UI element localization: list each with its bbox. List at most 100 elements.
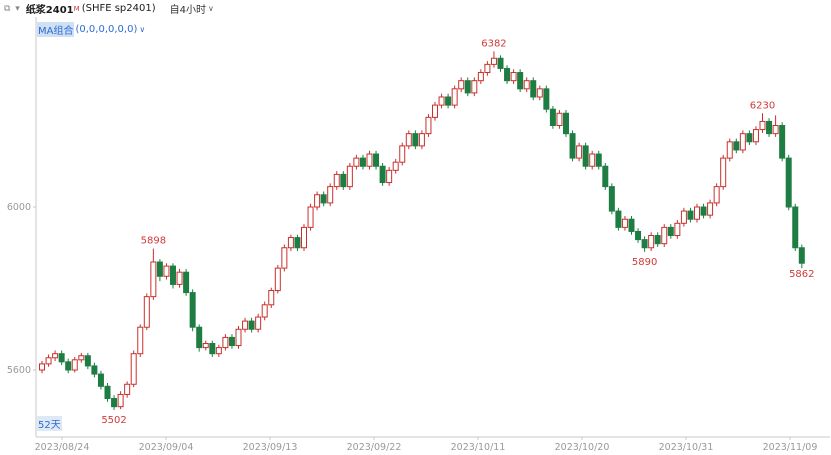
candle-body — [798, 247, 805, 264]
candle-body — [746, 133, 753, 143]
candle-body — [143, 296, 150, 328]
candle-body — [45, 357, 52, 365]
y-axis-label: 6000 — [7, 202, 31, 213]
candle-body — [392, 161, 399, 171]
candle-body — [674, 222, 681, 237]
candle-body — [661, 226, 668, 245]
candle-body — [733, 141, 740, 151]
candle-body — [366, 153, 373, 167]
candle-body — [215, 347, 222, 355]
candle-body — [687, 210, 694, 220]
candle-body — [39, 363, 45, 371]
candle-body — [163, 265, 170, 277]
candle-body — [667, 226, 674, 237]
candle-body — [713, 186, 720, 204]
last-price-label: 5862 — [789, 269, 814, 280]
candle-body — [464, 80, 471, 94]
price-annotation: 5898 — [141, 236, 166, 247]
candle-body — [189, 292, 196, 328]
candle-body — [471, 80, 478, 94]
candle-body — [242, 320, 249, 330]
chevron-down-icon: ∨ — [139, 25, 146, 34]
candle-body — [235, 328, 242, 347]
window-icons[interactable]: ⧉ ▾ — [4, 3, 21, 14]
x-axis-label: 2023/09/22 — [347, 442, 402, 453]
x-axis-label: 2023/11/09 — [763, 442, 818, 453]
candle-body — [792, 206, 799, 249]
candle-body — [84, 355, 91, 367]
candle-body — [97, 373, 104, 387]
price-annotation: 5502 — [101, 415, 126, 426]
candle-body — [248, 320, 255, 330]
x-axis-label: 2023/10/31 — [659, 442, 714, 453]
candle-body — [202, 343, 209, 349]
candle-body — [549, 108, 556, 126]
candle-body — [530, 80, 537, 98]
candle-body — [346, 165, 353, 188]
candle-body — [412, 133, 419, 147]
candle-body — [576, 145, 583, 159]
candle-body — [752, 129, 759, 143]
candle-body — [451, 88, 458, 106]
candle-body — [772, 125, 779, 135]
candle-body — [445, 96, 452, 106]
candle-body — [71, 359, 78, 371]
candle-body — [490, 57, 497, 65]
candle-body — [785, 157, 792, 208]
title-bar: ⧉ ▾ 纸浆2401 M (SHFE sp2401) 自4小时 ∨ — [0, 0, 831, 17]
candle-body — [582, 145, 589, 167]
price-annotation: 6382 — [481, 38, 506, 49]
candle-body — [707, 202, 714, 216]
candle-body — [405, 133, 412, 147]
x-axis-label: 2023/09/13 — [243, 442, 298, 453]
candle-body — [255, 316, 262, 330]
candle-body — [150, 261, 157, 298]
candle-body — [58, 353, 65, 363]
candle-body — [65, 361, 72, 371]
candle-body — [359, 157, 366, 167]
candle-body — [340, 173, 347, 188]
candle-body — [281, 247, 288, 269]
candle-body — [294, 237, 301, 249]
period-selector[interactable]: 自4小时 ∨ — [170, 1, 214, 16]
candle-body — [261, 304, 268, 318]
candle-body — [726, 141, 733, 159]
ma-indicator-params: (0,0,0,0,0,0) — [75, 24, 138, 35]
candle-body — [124, 383, 131, 395]
candle-body — [399, 145, 406, 163]
candle-body — [569, 133, 576, 159]
candle-body — [314, 194, 321, 208]
ma-indicator-selector[interactable]: MA组合 (0,0,0,0,0,0) ∨ — [37, 22, 145, 37]
price-annotation: 5890 — [632, 257, 657, 268]
candle-body — [648, 235, 655, 249]
candle-body — [111, 398, 118, 408]
ma-indicator-name: MA组合 — [37, 22, 75, 37]
candle-body — [510, 72, 517, 82]
candle-body — [425, 116, 432, 135]
candle-body — [641, 239, 648, 249]
x-axis-label: 2023/09/04 — [139, 442, 194, 453]
candle-body — [497, 57, 504, 69]
x-axis-label: 2023/08/24 — [35, 442, 90, 453]
symbol-name: 纸浆2401 — [25, 5, 74, 16]
x-axis-label: 2023/10/20 — [555, 442, 610, 453]
candle-body — [268, 290, 275, 306]
candle-body — [477, 72, 484, 82]
candle-body — [739, 133, 746, 151]
chevron-down-icon: ∨ — [208, 4, 214, 13]
candle-body — [130, 353, 137, 385]
candle-body — [274, 267, 281, 292]
candle-body — [228, 336, 235, 347]
candle-body — [595, 153, 602, 167]
candle-body — [222, 336, 229, 349]
candle-body — [680, 210, 687, 224]
candle-body — [52, 353, 59, 359]
candle-body — [700, 206, 707, 216]
candle-body — [779, 125, 786, 159]
candle-body — [694, 206, 700, 220]
candle-body — [418, 133, 425, 147]
candle-body — [635, 230, 642, 241]
period-label: 自4小时 — [169, 5, 207, 16]
candle-body — [373, 153, 380, 167]
candle-body — [117, 393, 124, 408]
